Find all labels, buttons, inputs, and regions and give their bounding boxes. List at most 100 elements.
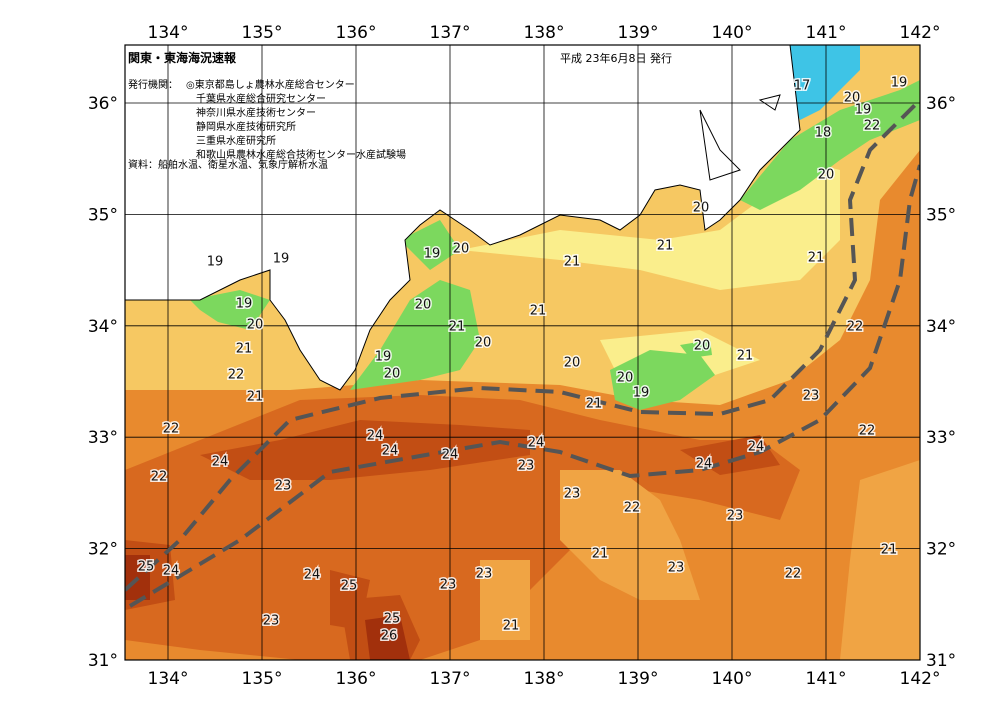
contour-label: 21 [247,390,264,405]
contour-label: 24 [696,457,713,472]
contour-label: 23 [668,561,685,576]
contour-label: 23 [564,487,581,502]
lon-label-top: 134° [148,23,189,43]
contour-label: 17 [794,79,811,94]
contour-label: 22 [624,501,641,516]
contour-label: 20 [617,371,634,386]
contour-label: 22 [847,320,864,335]
contour-label: 19 [236,297,253,312]
contour-label: 22 [859,424,876,439]
issue-date: 平成 23年6月8日 発行 [560,51,672,65]
lat-label-right: 34° [926,317,956,337]
contour-label: 24 [748,440,765,455]
warmest-core [125,420,780,660]
lon-label-top: 137° [430,23,471,43]
contour-label: 19 [424,247,441,262]
lat-label-left: 35° [88,205,118,225]
contour-label: 20 [384,367,401,382]
lat-label-left: 33° [88,428,118,448]
contour-label: 21 [586,397,603,412]
contour-label: 20 [694,339,711,354]
map-frame [124,44,921,661]
oyashio-water [790,45,860,120]
lat-label-left: 36° [88,94,118,114]
contour-label: 22 [228,368,245,383]
contour-label: 21 [564,255,581,270]
contour-label: 24 [442,448,459,463]
contour-label: 20 [475,336,492,351]
lon-label-bottom: 139° [618,669,659,689]
lat-label-left: 34° [88,317,118,337]
lat-label-right: 32° [926,540,956,560]
contour-label: 21 [449,320,466,335]
lat-label-left: 32° [88,540,118,560]
lat-label-right: 35° [926,205,956,225]
contour-label: 22 [163,422,180,437]
contour-label: 24 [367,429,384,444]
lat-label-left: 31° [88,651,118,671]
lon-label-top: 139° [618,23,659,43]
issuer: 三重県水産研究所 [196,134,276,147]
lon-label-bottom: 138° [524,669,565,689]
pale-band [460,160,840,380]
contour-label: 19 [855,103,872,118]
lon-label-bottom: 141° [806,669,847,689]
contour-label: 19 [891,76,908,91]
source: 資料：船舶水温、衛星水温、気象庁解析水温 [128,158,328,171]
lon-label-top: 136° [336,23,377,43]
contour-label: 23 [476,567,493,582]
contour-label: 20 [844,91,861,106]
cold-coast [190,80,920,410]
lat-label-right: 31° [926,651,956,671]
lon-label-top: 142° [900,23,941,43]
contour-label: 23 [263,614,280,629]
contour-label: 21 [236,342,253,357]
lon-label-top: 135° [242,23,283,43]
contour-label: 24 [382,444,399,459]
contour-label: 19 [273,252,290,267]
contour-label: 24 [304,568,321,583]
contour-label: 24 [212,455,229,470]
issuer: 静岡県水産技術研究所 [196,120,296,133]
contour-label: 21 [808,251,825,266]
hot-spot [125,555,410,660]
kuroshio-edge [125,98,920,592]
contour-label: 22 [785,567,802,582]
contour-label: 25 [341,579,358,594]
lon-label-bottom: 134° [148,669,189,689]
contour-label: 20 [247,318,264,333]
contour-label: 21 [592,547,609,562]
contour-label: 24 [163,564,180,579]
map-area [125,45,920,660]
contour-label: 20 [818,168,835,183]
lon-label-bottom: 140° [712,669,753,689]
title: 関東・東海海況速報 [128,50,237,65]
lon-label-bottom: 137° [430,669,471,689]
issuer: ◎東京都島しょ農林水産総合センター [186,78,355,91]
lon-label-top: 140° [712,23,753,43]
axis-labels: 134° 134° 135° 135° 136° 136° 137° 137° 138° 138°… [88,23,956,689]
contour-label: 22 [151,470,168,485]
land [125,45,801,391]
contour-label: 23 [803,389,820,404]
contour-label: 21 [657,239,674,254]
contour-label: 19 [207,255,224,270]
issuer-list: ◎東京都島しょ農林水産総合センター千葉県水産総合研究センター神奈川県水産技術セン… [186,78,406,161]
lon-label-bottom: 135° [242,669,283,689]
contour-label: 24 [528,436,545,451]
contour-label: 19 [375,350,392,365]
contour-label: 20 [415,298,432,313]
lon-label-top: 141° [806,23,847,43]
contour-label: 21 [881,543,898,558]
contour-label: 23 [275,479,292,494]
issuer: 和歌山県農林水産総合技術センター水産試験場 [196,148,406,161]
contour-label: 21 [530,304,547,319]
issuer: 千葉県水産総合研究センター [196,92,326,105]
contour-label: 21 [503,619,520,634]
lat-label-right: 36° [926,94,956,114]
cool-patch [480,460,920,660]
contour-label: 20 [453,242,470,257]
peninsula [699,94,781,181]
